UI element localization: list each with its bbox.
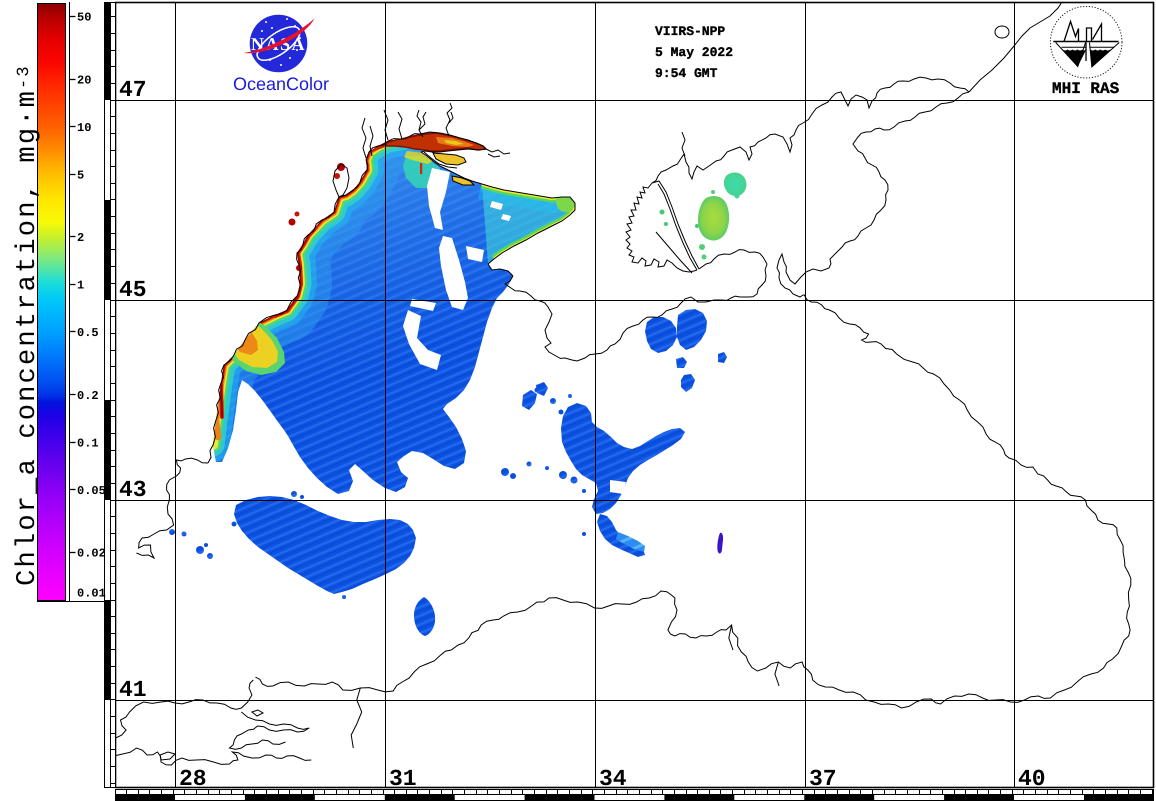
svg-text:5 May 2022: 5 May 2022 xyxy=(655,45,733,60)
svg-text:OceanColor: OceanColor xyxy=(233,74,329,94)
svg-text:37: 37 xyxy=(809,766,837,792)
svg-text:0.05: 0.05 xyxy=(77,484,106,498)
svg-text:28: 28 xyxy=(179,766,207,792)
svg-text:MHI RAS: MHI RAS xyxy=(1052,80,1120,98)
svg-text:0.02: 0.02 xyxy=(77,547,106,561)
svg-text:34: 34 xyxy=(599,766,627,792)
svg-text:50: 50 xyxy=(77,11,91,25)
svg-text:9:54 GMT: 9:54 GMT xyxy=(655,66,718,81)
svg-text:1: 1 xyxy=(77,279,84,293)
svg-text:VIIRS-NPP: VIIRS-NPP xyxy=(655,24,725,39)
svg-text:Chlor_a concentration, mg·m-3: Chlor_a concentration, mg·m-3 xyxy=(13,64,43,586)
svg-text:0.2: 0.2 xyxy=(77,389,99,403)
svg-text:47: 47 xyxy=(119,77,147,103)
svg-text:41: 41 xyxy=(119,677,147,703)
svg-text:40: 40 xyxy=(1018,766,1046,792)
svg-text:5: 5 xyxy=(77,168,84,182)
svg-text:0.01: 0.01 xyxy=(77,587,106,601)
svg-text:31: 31 xyxy=(389,766,417,792)
svg-text:0.1: 0.1 xyxy=(77,436,99,450)
svg-text:0.5: 0.5 xyxy=(77,326,99,340)
svg-text:10: 10 xyxy=(77,121,91,135)
svg-text:20: 20 xyxy=(77,73,91,87)
svg-text:2: 2 xyxy=(77,231,84,245)
svg-text:43: 43 xyxy=(119,477,147,503)
svg-text:45: 45 xyxy=(119,277,147,303)
